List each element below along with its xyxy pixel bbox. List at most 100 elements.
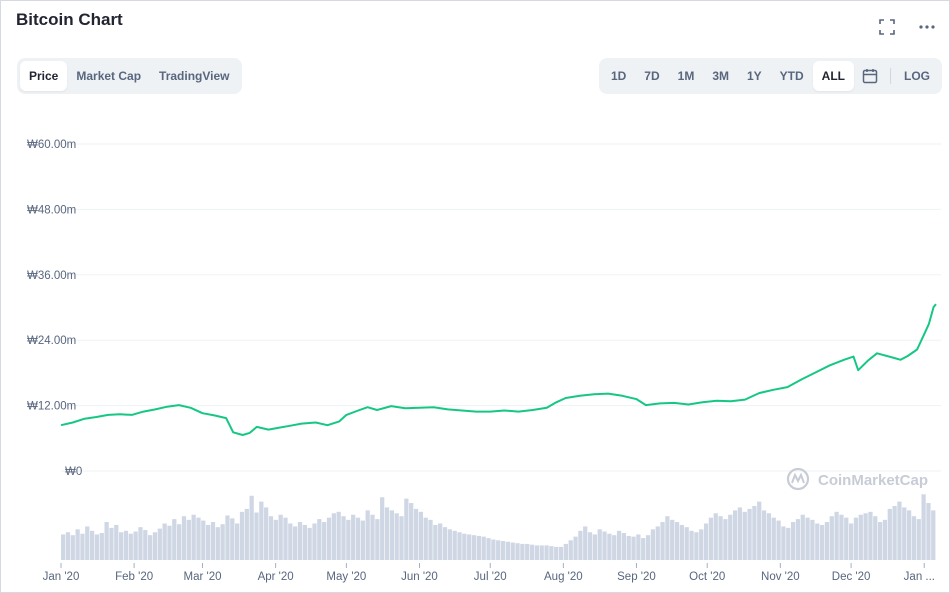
- volume-bar: [819, 524, 825, 560]
- volume-bar: [239, 511, 245, 560]
- volume-bar: [699, 529, 704, 560]
- volume-bar: [510, 542, 515, 560]
- volume-bar: [297, 522, 303, 560]
- volume-bar: [302, 524, 307, 560]
- volume-bar: [674, 522, 680, 560]
- volume-bar: [636, 534, 641, 560]
- x-tick-label: Sep '20: [617, 571, 656, 583]
- volume-bar: [322, 522, 327, 560]
- fullscreen-icon[interactable]: [875, 15, 899, 39]
- volume-bar: [365, 510, 370, 560]
- volume-bar: [906, 510, 912, 560]
- volume-bar: [694, 532, 699, 560]
- log-scale-button[interactable]: LOG: [904, 69, 930, 83]
- volume-bar: [148, 535, 153, 560]
- volume-bar: [80, 533, 85, 560]
- chart-type-tabs: Price Market Cap TradingView: [17, 58, 242, 94]
- y-tick-label: ₩36.00m: [27, 270, 76, 282]
- volume-bar: [123, 530, 129, 560]
- volume-bar: [926, 503, 931, 560]
- range-1d-button[interactable]: 1D: [610, 69, 627, 83]
- volume-bar: [839, 514, 844, 560]
- volume-bar: [655, 526, 660, 560]
- volume-bar: [786, 527, 791, 560]
- volume-bar: [133, 531, 138, 560]
- volume-bar: [259, 501, 264, 560]
- volume-bar: [409, 503, 414, 560]
- x-tick-label: Nov '20: [761, 571, 800, 583]
- volume-bar: [452, 530, 457, 560]
- volume-bar: [877, 522, 883, 560]
- volume-bar: [660, 522, 665, 560]
- volume-bar: [921, 494, 926, 560]
- volume-bar: [288, 523, 293, 560]
- y-tick-label: ₩24.00m: [27, 335, 76, 347]
- volume-bar: [858, 514, 863, 560]
- volume-bar: [491, 539, 496, 560]
- coinmarketcap-logo-icon: [786, 467, 810, 491]
- volume-bar: [723, 519, 728, 560]
- volume-bar: [665, 516, 670, 560]
- x-tick-label: Feb '20: [115, 571, 153, 583]
- volume-bar: [162, 523, 167, 560]
- volume-bar: [689, 530, 694, 560]
- volume-bar: [317, 519, 322, 560]
- volume-bar: [631, 536, 636, 560]
- watermark-text: CoinMarketCap: [818, 472, 928, 489]
- range-all-button[interactable]: ALL: [812, 61, 854, 91]
- volume-bar: [563, 543, 568, 560]
- volume-bar: [438, 523, 443, 560]
- range-7d-button[interactable]: 7D: [644, 69, 660, 83]
- calendar-icon[interactable]: [854, 61, 886, 91]
- volume-bar: [143, 530, 148, 560]
- volume-bar: [529, 544, 535, 560]
- volume-bar: [215, 527, 220, 560]
- volume-bar: [887, 508, 892, 560]
- volume-bar: [761, 510, 767, 560]
- tab-market-cap[interactable]: Market Cap: [76, 69, 142, 83]
- volume-bar: [119, 532, 124, 560]
- tab-price[interactable]: Price: [20, 61, 68, 91]
- range-3m-button[interactable]: 3M: [712, 69, 729, 83]
- volume-bar: [336, 511, 341, 560]
- volume-bar: [844, 517, 849, 560]
- range-1m-button[interactable]: 1M: [677, 69, 695, 83]
- volume-bar: [534, 545, 539, 560]
- volume-bar: [612, 535, 617, 560]
- volume-bar: [641, 538, 646, 560]
- volume-bar: [621, 532, 627, 560]
- volume-bar: [138, 527, 143, 560]
- volume-bar: [85, 526, 90, 560]
- volume-bar: [457, 532, 462, 560]
- volume-bar: [481, 536, 486, 560]
- volume-bar: [747, 508, 752, 560]
- volume-bar: [810, 519, 815, 560]
- volume-bar: [931, 510, 936, 560]
- volume-bar: [616, 530, 622, 560]
- volume-bar: [278, 514, 283, 560]
- range-1y-button[interactable]: 1Y: [746, 69, 762, 83]
- volume-bar: [384, 507, 390, 560]
- y-tick-label: ₩12.00m: [27, 401, 76, 413]
- volume-bar: [863, 513, 868, 560]
- volume-bar: [201, 520, 206, 560]
- volume-bar: [578, 530, 583, 560]
- more-icon[interactable]: [915, 15, 939, 39]
- volume-bar: [902, 507, 907, 560]
- volume-bar: [341, 516, 346, 560]
- volume-bar: [346, 519, 351, 560]
- volume-bar: [225, 515, 230, 560]
- range-ytd-button[interactable]: YTD: [779, 69, 804, 83]
- volume-bar: [626, 535, 631, 560]
- volume-bar: [781, 526, 786, 560]
- volume-bar: [152, 532, 158, 560]
- tab-tradingview[interactable]: TradingView: [159, 69, 230, 83]
- volume-bar: [650, 529, 656, 560]
- volume-bar: [331, 513, 336, 560]
- volume-bar: [447, 529, 452, 560]
- volume-bar: [486, 538, 491, 560]
- volume-bar: [114, 524, 119, 560]
- y-tick-label: ₩48.00m: [27, 204, 76, 216]
- volume-bar: [834, 511, 839, 560]
